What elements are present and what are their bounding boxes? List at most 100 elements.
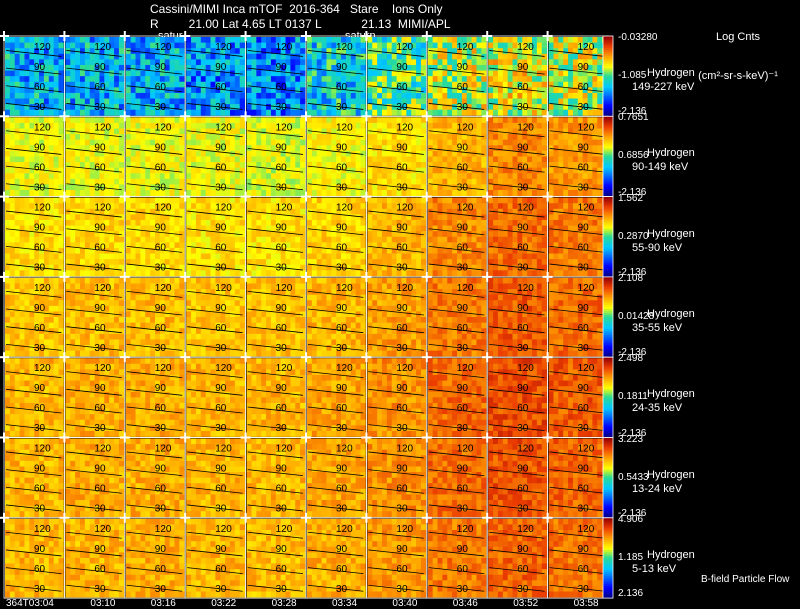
heatmap-pixel [563, 145, 569, 152]
heatmap-pixel [109, 139, 115, 146]
heatmap-pixel [391, 104, 397, 111]
heatmap-pixel [427, 197, 434, 204]
heatmap-pixel [401, 253, 407, 260]
heatmap-pixel [261, 109, 267, 116]
heatmap-pixel [411, 184, 417, 191]
heatmap-pixel [493, 87, 499, 94]
heatmap-pixel [89, 98, 95, 105]
heatmap-pixel [280, 70, 286, 77]
heatmap-pixel [382, 109, 388, 116]
heatmap-pixel [94, 70, 100, 77]
heatmap-pixel [481, 92, 487, 99]
heatmap-pixel [307, 231, 313, 238]
heatmap-pixel [300, 139, 306, 146]
heatmap-pixel [191, 42, 197, 49]
heatmap-pixel [280, 270, 286, 277]
heatmap-pixel [130, 231, 136, 238]
heatmap-pixel [89, 59, 95, 66]
heatmap-pixel [109, 184, 115, 191]
heatmap-pixel [159, 139, 166, 146]
heatmap-pixel [355, 197, 361, 204]
heatmap-pixel [251, 92, 257, 99]
heatmap-pixel [80, 76, 86, 83]
heatmap-pixel [466, 59, 472, 66]
heatmap-pixel [300, 59, 306, 66]
contour-line [126, 67, 183, 75]
heatmap-pixel [29, 259, 35, 266]
heatmap-pixel [70, 145, 76, 152]
heatmap-pixel [99, 64, 105, 71]
heatmap-pixel [135, 197, 141, 204]
heatmap-pixel [270, 242, 277, 249]
heatmap-pixel [391, 247, 397, 254]
heatmap-pixel [53, 92, 59, 99]
heatmap-pixel [345, 64, 352, 71]
heatmap-pixel [251, 214, 257, 221]
heatmap-pixel [169, 48, 175, 55]
heatmap-pixel [19, 219, 25, 226]
heatmap-pixel [169, 259, 175, 266]
heatmap-pixel [396, 173, 402, 180]
heatmap-pixel [536, 92, 543, 99]
heatmap-pixel [541, 70, 547, 77]
contour-label: 90 [396, 223, 408, 234]
heatmap-pixel [130, 197, 136, 204]
heatmap-pixel [230, 208, 236, 215]
heatmap-pixel [481, 167, 487, 174]
heatmap-pixel [256, 197, 262, 204]
heatmap-pixel [377, 81, 383, 88]
heatmap-pixel [345, 253, 352, 260]
heatmap-pixel [461, 53, 468, 60]
heatmap-pixel [360, 231, 366, 238]
heatmap-pixel [246, 173, 252, 180]
heatmap-pixel [280, 122, 286, 129]
heatmap-pixel [321, 253, 327, 260]
heatmap-pixel [488, 76, 494, 83]
heatmap-pixel [592, 48, 598, 55]
heatmap-pixel [125, 173, 132, 180]
heatmap-pixel [164, 162, 170, 169]
heatmap-pixel [341, 219, 347, 226]
heatmap-pixel [230, 139, 236, 146]
heatmap-pixel [14, 190, 20, 196]
heatmap-pixel [109, 162, 115, 169]
heatmap-pixel [89, 145, 95, 152]
heatmap-pixel [577, 167, 584, 174]
heatmap-pixel [89, 247, 95, 254]
heatmap-pixel [9, 37, 16, 43]
heatmap-pixel [367, 48, 373, 55]
heatmap-pixel [220, 64, 226, 71]
colorbar-segment [603, 56, 613, 59]
heatmap-pixel [507, 92, 513, 99]
heatmap-pixel [70, 197, 76, 204]
heatmap-pixel [53, 264, 59, 271]
heatmap-pixel [437, 128, 443, 135]
heatmap-pixel [186, 92, 192, 99]
contour-label: 90 [94, 142, 106, 153]
heatmap-pixel [367, 156, 373, 163]
heatmap-pixel [140, 184, 146, 191]
heatmap-pixel [382, 156, 388, 163]
heatmap-pixel [164, 197, 170, 204]
heatmap-pixel [205, 197, 211, 204]
heatmap-pixel [386, 122, 393, 129]
heatmap-pixel [416, 264, 422, 271]
heatmap-pixel [442, 264, 448, 271]
heatmap-pixel [80, 134, 86, 141]
heatmap-pixel [536, 37, 543, 43]
contour-line [66, 130, 122, 138]
contour-line [489, 50, 545, 57]
heatmap-pixel [447, 117, 453, 124]
heatmap-pixel [372, 81, 378, 88]
heatmap-pixel [280, 167, 286, 174]
heatmap-pixel [476, 173, 482, 180]
heatmap-pixel [114, 236, 120, 243]
heatmap-pixel [275, 37, 282, 43]
heatmap-pixel [150, 53, 156, 60]
heatmap-pixel [89, 128, 95, 135]
heatmap-pixel [174, 190, 180, 196]
heatmap-pixel [321, 264, 327, 271]
contour-label: 120 [457, 122, 474, 133]
heatmap-pixel [466, 156, 472, 163]
heatmap-pixel [341, 64, 347, 71]
